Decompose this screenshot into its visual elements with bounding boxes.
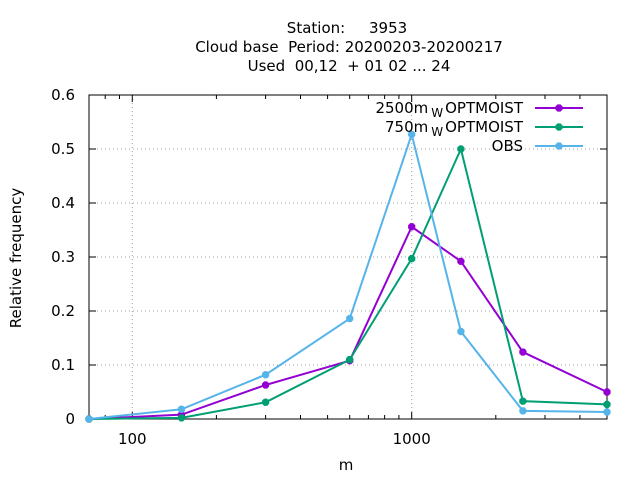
series-3: [85, 130, 611, 423]
data-point: [519, 397, 527, 405]
data-point: [603, 400, 611, 409]
series-line: [88, 145, 608, 420]
series-1: [85, 223, 611, 423]
series-line: [88, 225, 608, 420]
legend-marker: [555, 123, 563, 131]
grid: [89, 95, 607, 419]
legend-entry-2: 750m W OPTMOIST: [385, 118, 583, 139]
series: [85, 130, 611, 423]
series-line: [88, 130, 608, 420]
legend-label: OBS: [492, 137, 523, 155]
chart-title: Station: 3953 Cloud base Period: 2020020…: [195, 19, 503, 75]
title-line-3: Used 00,12 + 01 02 ... 24: [248, 57, 451, 75]
data-point: [177, 414, 186, 422]
data-point: [408, 130, 416, 139]
data-point: [408, 223, 416, 231]
series-2: [85, 145, 611, 423]
data-point: [261, 371, 270, 379]
data-point: [408, 255, 416, 263]
legend-marker: [555, 104, 563, 112]
data-point: [346, 314, 354, 323]
data-point: [519, 348, 527, 356]
y-tick-label: 0.5: [51, 140, 75, 158]
y-tick-label: 0.2: [51, 302, 75, 320]
legend-entry-3: OBS: [492, 137, 583, 155]
y-axis-label: Relative frequency: [7, 188, 25, 329]
legend-label: 750m W OPTMOIST: [385, 118, 524, 139]
y-tick-label: 0.3: [51, 248, 75, 266]
legend-label: 2500m W OPTMOIST: [375, 99, 523, 120]
y-tick-label: 0.4: [51, 194, 75, 212]
data-point: [261, 381, 270, 389]
legend-marker: [555, 142, 563, 150]
data-point: [457, 145, 465, 153]
data-point: [177, 405, 186, 413]
y-tick-label: 0: [65, 410, 75, 428]
y-tick-label: 0.1: [51, 356, 75, 374]
x-axis-label: m: [339, 456, 354, 474]
axis-ticks: 0 0.1 0.2 0.3 0.4 0.5 0.6 100 1000: [51, 86, 607, 448]
data-point: [519, 407, 527, 415]
data-point: [261, 398, 270, 406]
data-point: [603, 388, 611, 396]
y-tick-label: 0.6: [51, 86, 75, 104]
title-line-2: Cloud base Period: 20200203-20200217: [195, 38, 503, 56]
x-tick-label: 1000: [393, 430, 431, 448]
x-tick-label: 100: [118, 430, 147, 448]
data-point: [457, 257, 465, 265]
data-point: [85, 415, 93, 423]
data-point: [603, 408, 611, 416]
legend-entry-1: 2500m W OPTMOIST: [375, 99, 583, 120]
data-point: [457, 327, 465, 336]
title-line-1: Station: 3953: [287, 19, 407, 37]
data-point: [346, 356, 354, 364]
